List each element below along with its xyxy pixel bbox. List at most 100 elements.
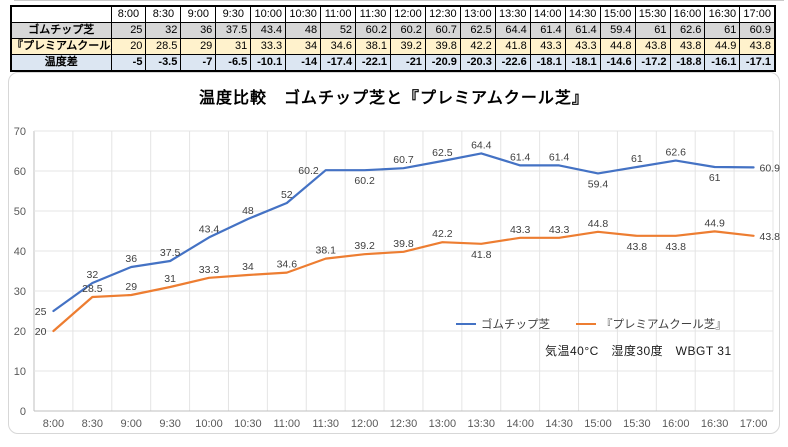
data-label: 43.3 [549, 224, 570, 236]
data-label: 61 [709, 172, 721, 184]
data-label: 60.7 [393, 154, 414, 166]
x-axis-tick-label: 13:00 [429, 418, 457, 430]
data-label: 43.8 [760, 231, 781, 243]
y-axis-tick-label: 60 [14, 166, 26, 178]
value-cell: 43.8 [669, 38, 706, 55]
data-label: 43.8 [627, 241, 648, 253]
value-cell: 28.5 [145, 38, 182, 55]
data-label: 44.8 [588, 218, 609, 230]
value-cell: 31 [215, 38, 252, 55]
time-header-cell: 15:30 [634, 5, 671, 23]
data-label: 62.5 [432, 147, 453, 159]
data-label: 61 [631, 153, 643, 165]
data-label: 34.6 [277, 259, 298, 271]
conditions-annotation: 気温40°C 湿度30度 WBGT 31 [545, 344, 732, 358]
x-axis-tick-label: 12:00 [351, 418, 379, 430]
data-label: 31 [164, 273, 176, 285]
x-axis-tick-label: 16:30 [701, 418, 729, 430]
value-cell: 62.5 [459, 22, 496, 39]
y-axis-tick-label: 0 [20, 406, 26, 418]
x-axis-tick-label: 8:00 [43, 418, 64, 430]
value-cell: -18.1 [529, 54, 566, 72]
time-header-cell: 16:30 [704, 5, 741, 23]
time-header-cell: 10:30 [285, 5, 322, 23]
value-cell: 62.6 [669, 22, 706, 39]
value-cell: 25 [110, 22, 147, 39]
data-label: 59.4 [588, 178, 609, 190]
time-header-cell: 11:00 [320, 5, 357, 23]
series-line [52, 152, 755, 313]
value-cell: 61.4 [529, 22, 566, 39]
value-cell: 60.2 [390, 22, 426, 39]
temperature-table: 8:00 8:30 9:00 9:30 10:00 10:30 11:00 11:30 12:0… [10, 5, 776, 72]
value-cell: 44.8 [599, 38, 636, 55]
data-label: 20 [35, 326, 47, 338]
value-cell: 44.9 [704, 38, 741, 55]
x-axis-tick-label: 16:00 [662, 418, 690, 430]
x-axis-tick-label: 14:30 [545, 418, 573, 430]
x-axis-tick-label: 11:00 [273, 418, 300, 430]
value-cell: 32 [145, 22, 182, 39]
time-header-cell: 8:00 [110, 5, 147, 23]
value-cell: -18.1 [564, 54, 601, 72]
value-cell: 64.4 [494, 22, 531, 39]
legend-label: ゴムチップ芝 [481, 319, 550, 331]
data-label: 34 [242, 261, 254, 273]
value-cell: -17.1 [739, 54, 776, 72]
data-label: 25 [35, 306, 47, 318]
x-axis-tick-label: 14:00 [506, 418, 534, 430]
legend-swatch-blue [456, 322, 476, 326]
data-label: 39.8 [393, 238, 414, 250]
x-axis-tick-label: 9:30 [159, 418, 180, 430]
data-label: 60.9 [760, 162, 781, 174]
value-cell: -22.6 [494, 54, 531, 72]
x-axis-tick-label: 10:30 [234, 418, 262, 430]
y-axis-tick-label: 40 [14, 246, 26, 258]
value-cell: 61 [634, 22, 671, 39]
value-cell: -7 [180, 54, 217, 72]
x-axis-tick-label: 8:30 [82, 418, 103, 430]
value-cell: 34.6 [320, 38, 357, 55]
chart-title: 温度比較 ゴムチップ芝と『プレミアムクール芝』 [199, 90, 589, 107]
value-cell: 43.3 [564, 38, 601, 55]
y-axis-tick-label: 50 [14, 206, 26, 218]
time-header-cell: 9:30 [215, 5, 252, 23]
y-axis-tick-label: 70 [14, 126, 26, 138]
value-cell: 33.3 [250, 38, 287, 55]
value-cell: -14.6 [599, 54, 636, 72]
value-cell: -18.8 [669, 54, 706, 72]
y-axis-tick-label: 20 [14, 326, 26, 338]
value-cell: 60.7 [424, 22, 461, 39]
time-header-cell: 15:00 [599, 5, 636, 23]
value-cell: -17.4 [320, 54, 357, 72]
data-label: 43.3 [510, 224, 531, 236]
data-label: 48 [242, 205, 254, 217]
time-header-cell: 16:00 [669, 5, 706, 23]
x-axis-tick-label: 10:00 [195, 418, 223, 430]
y-axis-tick-label: 10 [14, 366, 26, 378]
plot-area: 0 10 20 30 40 50 60 70 8:00 8:30 9:00 9:30 10:00 10:3… [14, 126, 781, 430]
x-axis-tick-label: 9:00 [121, 418, 142, 430]
time-header-cell: 14:30 [564, 5, 601, 23]
row-label-cell: 『プレミアムクール芝』 [10, 38, 112, 55]
data-label: 43.8 [666, 241, 687, 253]
legend-swatch-orange [576, 322, 596, 326]
data-label: 52 [281, 189, 293, 201]
data-label: 39.2 [354, 240, 375, 252]
table-header: 8:00 8:30 9:00 9:30 10:00 10:30 11:00 11:30 12:0… [10, 5, 776, 23]
value-cell: 59.4 [599, 22, 636, 39]
data-label: 60.2 [298, 165, 319, 177]
data-label: 38.1 [315, 245, 336, 257]
legend-item-premium-cool-turf: 『プレミアムクール芝』 [576, 316, 727, 332]
time-header-cell: 13:00 [459, 5, 496, 23]
value-cell: 43.4 [250, 22, 287, 39]
data-label: 43.4 [199, 223, 220, 235]
table-row: 温度差 -5 -3.5 -7 -6.5 -10.1 -14 -17.4 -22.1 -21 -20.… [10, 54, 776, 72]
value-cell: -16.1 [704, 54, 741, 72]
value-cell: 20 [110, 38, 147, 55]
value-cell: 36 [180, 22, 217, 39]
x-axis-tick-label: 12:30 [390, 418, 418, 430]
value-cell: 60.2 [355, 22, 391, 39]
corner-cell [10, 5, 112, 23]
value-cell: -6.5 [215, 54, 252, 72]
